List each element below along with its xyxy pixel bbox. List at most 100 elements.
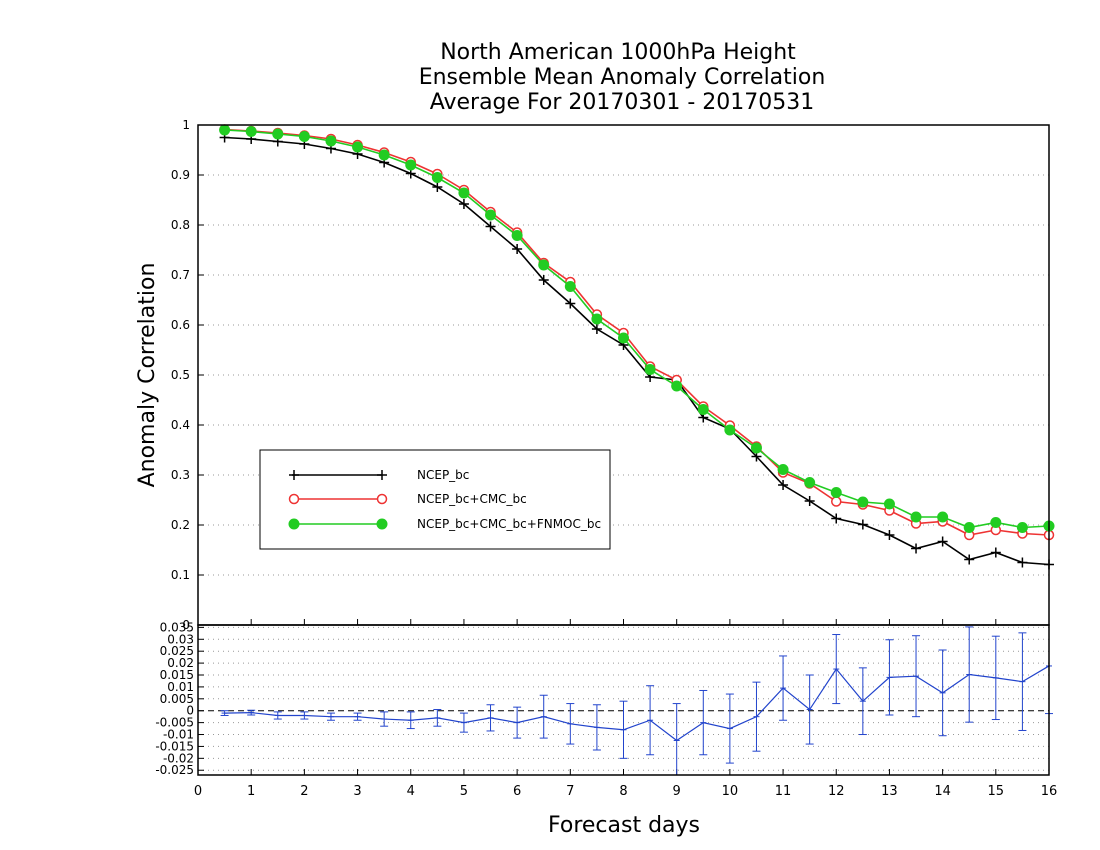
legend-entry: NCEP_bc+CMC_bc (288, 492, 527, 506)
filled-circle-marker (591, 313, 603, 325)
lower-y-tick-label: 0.035 (160, 620, 194, 634)
filled-circle-marker (431, 172, 443, 183)
upper-y-tick-label: 0 (182, 618, 190, 632)
filled-circle-marker (458, 187, 470, 199)
plus-marker (485, 221, 496, 232)
error-bar (725, 693, 734, 764)
error-bar (353, 712, 362, 721)
filled-circle-marker (777, 464, 789, 475)
difference-line (224, 665, 1050, 742)
error-bar (513, 706, 522, 739)
plus-marker (538, 275, 549, 285)
plus-marker (591, 324, 602, 334)
error-bar (646, 685, 655, 756)
error-bar (459, 712, 468, 733)
filled-circle-marker (378, 149, 390, 161)
x-tick-label: 16 (1041, 784, 1058, 799)
error-bar (1018, 632, 1027, 731)
title-line-3: Average For 20170301 - 20170531 (430, 90, 815, 115)
upper-y-tick-label: 0.9 (171, 168, 190, 182)
plus-marker (458, 199, 469, 209)
filled-circle-marker (325, 135, 337, 147)
filled-circle-marker (937, 511, 949, 523)
x-tick-label: 8 (619, 784, 627, 799)
upper-y-tick-label: 1 (182, 118, 190, 132)
lower-y-tick-label: -0.02 (163, 751, 194, 765)
plus-marker (964, 554, 975, 565)
lower-y-tick-label: -0.01 (163, 728, 194, 742)
plus-marker (512, 244, 523, 254)
lower-y-axis-ticks: -0.025-0.02-0.015-0.01-0.00500.0050.010.… (155, 620, 204, 777)
filled-circle-marker (830, 487, 842, 498)
filled-circle-marker (511, 230, 523, 241)
plus-marker (857, 519, 868, 530)
error-bar (273, 711, 282, 720)
x-tick-label: 12 (828, 784, 845, 799)
lower-y-tick-label: 0.025 (160, 644, 194, 658)
x-tick-label: 2 (300, 784, 308, 799)
error-bar (779, 655, 788, 721)
x-axis-label: Forecast days (548, 813, 700, 838)
x-tick-label: 15 (988, 784, 1005, 799)
error-bar (566, 703, 575, 745)
error-bar (300, 711, 309, 720)
filled-circle-marker (644, 364, 656, 375)
x-tick-label: 3 (353, 784, 361, 799)
plus-marker (911, 543, 922, 554)
error-bar (699, 689, 708, 756)
x-tick-label: 10 (722, 784, 739, 799)
filled-circle-marker (245, 126, 257, 137)
error-bar (805, 674, 814, 745)
filled-circle-marker (697, 404, 709, 415)
filled-circle-marker (219, 124, 231, 136)
plus-marker (990, 547, 1001, 558)
plus-marker (377, 470, 387, 480)
error-bar (433, 709, 442, 727)
filled-circle-marker (376, 518, 388, 530)
x-tick-label: 0 (194, 784, 202, 799)
upper-y-tick-label: 0.6 (171, 318, 190, 332)
upper-y-tick-label: 0.1 (171, 568, 190, 582)
open-circle-marker (831, 496, 842, 507)
upper-y-tick-label: 0.2 (171, 518, 190, 532)
lower-y-tick-label: 0 (186, 704, 194, 718)
error-bar (752, 681, 761, 752)
error-bar (539, 694, 548, 739)
filled-circle-marker (1016, 522, 1028, 533)
x-tick-label: 13 (881, 784, 898, 799)
legend-label: NCEP_bc+CMC_bc+FNMOC_bc (417, 517, 601, 531)
x-tick-label: 7 (566, 784, 574, 799)
filled-circle-marker (618, 332, 629, 344)
filled-circle-marker (963, 522, 975, 533)
x-tick-label: 14 (934, 784, 951, 799)
error-bar (380, 711, 389, 727)
x-tick-label: 5 (460, 784, 468, 799)
filled-circle-marker (750, 442, 762, 454)
filled-circle-marker (485, 209, 497, 221)
plus-marker (884, 530, 895, 540)
open-circle-marker (288, 493, 300, 505)
legend-label: NCEP_bc (417, 468, 469, 482)
error-bar (938, 649, 947, 737)
filled-circle-marker (990, 517, 1002, 528)
filled-circle-marker (288, 518, 300, 530)
plus-marker (778, 480, 789, 490)
lower-y-tick-label: -0.025 (155, 763, 194, 777)
error-bar (406, 711, 415, 730)
error-bar (672, 703, 681, 775)
x-tick-label: 6 (513, 784, 521, 799)
error-bar (965, 626, 974, 723)
plus-marker (565, 298, 576, 309)
filled-circle-marker (671, 380, 683, 392)
upper-y-tick-label: 0.4 (171, 418, 190, 432)
lower-y-tick-label: -0.015 (155, 739, 194, 753)
y-axis-label: Anomaly Correlation (135, 263, 160, 488)
upper-y-axis-ticks: 0 0.1 0.2 0.3 0.4 0.5 0.6 0.7 0.8 0.9 1 (171, 118, 204, 632)
upper-y-tick-label: 0.7 (171, 268, 190, 282)
error-bar (858, 667, 867, 736)
error-bar (486, 704, 495, 732)
x-tick-label: 4 (407, 784, 415, 799)
filled-circle-marker (564, 281, 576, 292)
filled-circle-marker (272, 128, 284, 140)
lower-y-tick-label: -0.005 (155, 716, 194, 730)
